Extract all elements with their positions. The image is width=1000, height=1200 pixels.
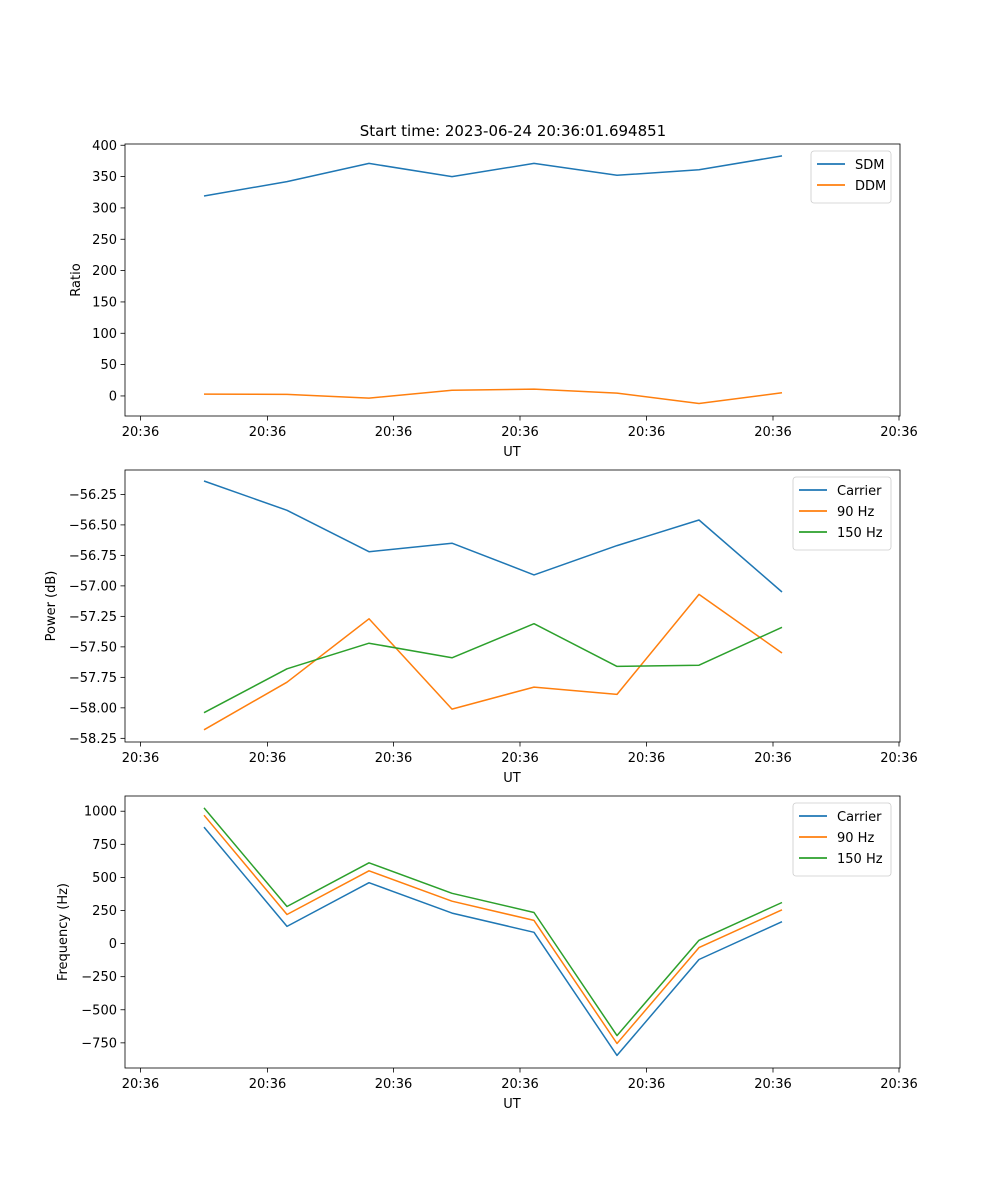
series-line-carrier (203, 480, 783, 593)
chart-title: Start time: 2023-06-24 20:36:01.694851 (360, 122, 666, 140)
y-tick-label: −56.25 (69, 488, 117, 503)
y-tick-label: −57.25 (69, 610, 117, 625)
x-tick-label: 20:36 (628, 425, 665, 440)
y-tick-label: −58.00 (69, 701, 117, 716)
x-tick-label: 20:36 (501, 1077, 538, 1092)
y-tick-label: 400 (92, 139, 117, 154)
y-tick-label: −750 (81, 1036, 117, 1051)
y-tick-label: −58.25 (69, 732, 117, 747)
y-tick-label: −57.50 (69, 640, 117, 655)
series-line-150-hz (203, 807, 783, 1037)
series-line-90-hz (203, 814, 783, 1045)
x-tick-label: 20:36 (122, 751, 159, 766)
y-tick-label: −250 (81, 970, 117, 985)
x-tick-label: 20:36 (754, 425, 791, 440)
y-tick-label: 500 (92, 871, 117, 886)
x-tick-label: 20:36 (249, 425, 286, 440)
y-tick-label: 0 (109, 937, 117, 952)
y-axis-label: Power (dB) (44, 571, 59, 642)
x-tick-label: 20:36 (249, 751, 286, 766)
x-tick-label: 20:36 (375, 425, 412, 440)
legend-label: 150 Hz (837, 852, 883, 867)
x-tick-label: 20:36 (122, 425, 159, 440)
x-tick-label: 20:36 (122, 1077, 159, 1092)
y-tick-label: 250 (92, 233, 117, 248)
legend-label: 90 Hz (837, 505, 874, 520)
y-tick-label: −57.00 (69, 579, 117, 594)
x-axis-label: UT (503, 771, 521, 786)
x-tick-label: 20:36 (375, 751, 412, 766)
x-tick-label: 20:36 (880, 751, 917, 766)
y-tick-label: 0 (109, 389, 117, 404)
legend-label: SDM (855, 158, 884, 173)
y-tick-label: −56.75 (69, 549, 117, 564)
y-tick-label: 350 (92, 170, 117, 185)
x-axis-label: UT (503, 1097, 521, 1112)
x-tick-label: 20:36 (628, 1077, 665, 1092)
plot-frame (124, 143, 901, 417)
y-tick-label: 100 (92, 327, 117, 342)
x-tick-label: 20:36 (754, 1077, 791, 1092)
legend-label: DDM (855, 179, 886, 194)
x-tick-label: 20:36 (880, 425, 917, 440)
y-tick-label: −500 (81, 1003, 117, 1018)
x-tick-label: 20:36 (375, 1077, 412, 1092)
series-line-sdm (203, 155, 783, 197)
x-tick-label: 20:36 (501, 751, 538, 766)
y-tick-label: 150 (92, 295, 117, 310)
legend-label: 90 Hz (837, 831, 874, 846)
series-line-ddm (203, 388, 783, 405)
y-tick-label: −56.50 (69, 518, 117, 533)
y-tick-label: 50 (100, 358, 117, 373)
y-tick-label: 1000 (84, 805, 117, 820)
x-tick-label: 20:36 (880, 1077, 917, 1092)
x-tick-label: 20:36 (249, 1077, 286, 1092)
y-tick-label: −57.75 (69, 671, 117, 686)
series-line-carrier (203, 826, 783, 1057)
plot-frame (124, 469, 901, 743)
x-tick-label: 20:36 (754, 751, 791, 766)
x-tick-label: 20:36 (628, 751, 665, 766)
legend-label: Carrier (837, 484, 882, 499)
series-line-90-hz (203, 593, 783, 731)
y-tick-label: 200 (92, 264, 117, 279)
legend-label: 150 Hz (837, 526, 883, 541)
y-tick-label: 300 (92, 201, 117, 216)
y-axis-label: Frequency (Hz) (56, 883, 71, 981)
series-line-150-hz (203, 622, 783, 714)
x-tick-label: 20:36 (501, 425, 538, 440)
y-tick-label: 750 (92, 838, 117, 853)
x-axis-label: UT (503, 445, 521, 460)
y-tick-label: 250 (92, 904, 117, 919)
y-axis-label: Ratio (69, 263, 84, 296)
plot-frame (124, 795, 901, 1069)
legend-label: Carrier (837, 810, 882, 825)
